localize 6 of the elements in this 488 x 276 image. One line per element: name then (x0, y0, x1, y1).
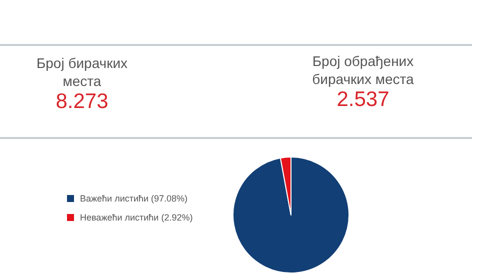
text: Број бирачких места (35, 54, 129, 90)
text: 2.537 (336, 88, 390, 112)
text: 8.273 (54, 90, 110, 114)
text: Број обрађених бирачких места (311, 52, 415, 88)
legend-label: Важећи листићи (97.08%) (80, 194, 188, 204)
legend-label: Неважећи листићи (2.92%) (80, 212, 193, 222)
